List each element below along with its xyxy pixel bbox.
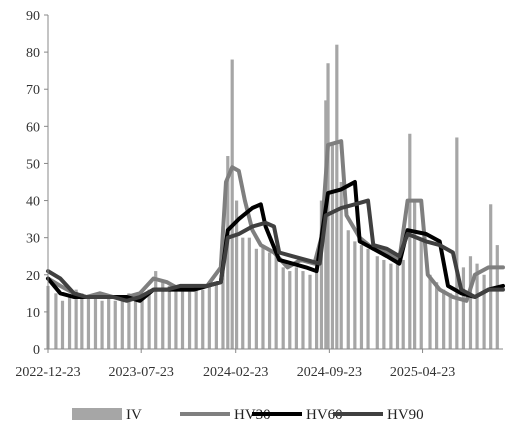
y-tick-label: 30: [26, 232, 40, 247]
plot-area: [46, 44, 505, 350]
iv-bar: [247, 237, 251, 349]
iv-bar: [201, 289, 205, 349]
x-tick-label: 2024-02-23: [203, 365, 268, 380]
iv-bar: [133, 293, 138, 349]
iv-bar: [489, 204, 493, 349]
iv-bar: [174, 285, 178, 349]
iv-bar: [353, 241, 357, 349]
iv-bar: [366, 248, 370, 349]
legend-label: HV90: [387, 407, 424, 423]
iv-bar: [288, 271, 292, 349]
y-tick-label: 70: [26, 83, 40, 98]
iv-bar: [127, 293, 131, 349]
iv-bar: [267, 252, 272, 349]
iv-bar: [167, 285, 171, 349]
iv-bar: [468, 256, 473, 349]
iv-bar: [461, 267, 466, 349]
x-tick-label: 2023-07-23: [109, 365, 174, 380]
y-tick-label: 90: [26, 9, 40, 24]
iv-bar: [475, 263, 479, 349]
y-tick-label: 80: [26, 46, 40, 61]
iv-bar: [401, 259, 405, 349]
iv-bar: [359, 245, 364, 349]
iv-bar: [120, 297, 124, 349]
y-tick-label: 10: [26, 306, 40, 321]
iv-bar: [107, 297, 111, 349]
iv-bar: [54, 293, 58, 349]
iv-bar: [335, 44, 339, 349]
y-tick-label: 60: [26, 120, 40, 135]
iv-bar: [221, 226, 225, 349]
iv-bar: [241, 237, 245, 349]
iv-bar: [113, 300, 117, 349]
iv-bar: [80, 293, 84, 349]
y-axis: 0 10 20 30 40 50 60 70 80 90: [26, 9, 49, 358]
y-tick-label: 50: [26, 157, 40, 172]
iv-bar: [214, 282, 218, 349]
iv-bar: [419, 237, 423, 349]
iv-bar: [140, 297, 144, 349]
iv-bar: [67, 297, 72, 349]
legend-label: HV60: [306, 407, 343, 423]
legend-item-hv90: HV90: [333, 407, 424, 423]
y-tick-label: 40: [26, 195, 40, 210]
iv-bar: [281, 267, 285, 349]
iv-bar: [274, 256, 278, 349]
iv-bar: [74, 289, 78, 349]
hv30-line: [46, 139, 505, 303]
iv-bar: [180, 289, 185, 349]
iv-bar: [194, 289, 198, 349]
legend-label: IV: [126, 407, 142, 423]
iv-bar: [294, 267, 298, 349]
x-tick-label: 2024-09-23: [297, 365, 362, 380]
iv-bar: [230, 59, 234, 350]
iv-bar: [455, 137, 459, 349]
iv-bar: [187, 285, 192, 349]
iv-bar: [261, 245, 265, 349]
iv-bar: [93, 297, 98, 349]
legend: IVHV30HV60HV90: [72, 407, 424, 423]
legend-item-iv: IV: [72, 407, 142, 423]
x-axis: 2022-12-23 2023-07-23 2024-02-23 2024-09-23…: [15, 348, 503, 380]
iv-bar: [315, 263, 319, 349]
iv-bar: [495, 245, 499, 349]
x-tick-label: 2022-12-23: [15, 365, 80, 380]
iv-bar: [301, 271, 305, 349]
iv-bar: [382, 259, 386, 349]
iv-bar: [448, 293, 452, 349]
iv-bar: [60, 300, 65, 349]
iv-bar: [375, 256, 379, 349]
iv-bar: [395, 256, 400, 349]
y-tick-label: 20: [26, 269, 40, 284]
iv-bar: [254, 248, 258, 349]
legend-swatch: [72, 408, 122, 420]
iv-bars: [46, 44, 499, 350]
iv-bar: [100, 300, 104, 349]
iv-bar: [482, 274, 486, 349]
x-tick-label: 2025-04-23: [390, 365, 455, 380]
iv-bar: [319, 200, 324, 349]
iv-bar: [442, 289, 446, 349]
iv-bar: [435, 282, 439, 349]
iv-bar: [428, 274, 432, 349]
iv-bar: [308, 274, 312, 349]
iv-bar: [154, 271, 158, 349]
iv-bar: [413, 200, 417, 349]
iv-bar: [389, 263, 393, 349]
iv-bar: [408, 133, 412, 349]
iv-bar: [161, 282, 165, 349]
iv-bar: [147, 289, 151, 349]
hv90-line: [46, 198, 505, 303]
legend-item-hv60: HV60: [252, 407, 343, 423]
iv-bar: [330, 144, 335, 349]
iv-bar: [234, 200, 239, 349]
iv-bar: [346, 230, 350, 349]
iv-bar: [226, 156, 230, 349]
iv-bar: [207, 285, 211, 349]
y-tick-label: 0: [33, 343, 40, 358]
iv-bar: [339, 182, 343, 349]
iv-bar: [86, 297, 91, 349]
